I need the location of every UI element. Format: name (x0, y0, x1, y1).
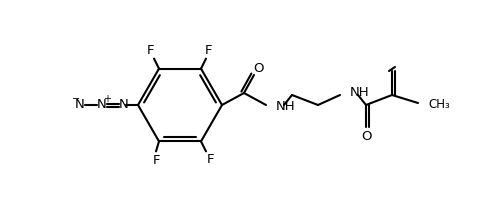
Text: N: N (119, 98, 129, 112)
Text: NH: NH (276, 101, 296, 113)
Text: N: N (75, 98, 85, 112)
Text: O: O (361, 130, 371, 143)
Text: F: F (146, 44, 154, 57)
Text: −: − (72, 94, 80, 104)
Text: CH₃: CH₃ (428, 98, 450, 112)
Text: NH: NH (350, 87, 370, 100)
Text: +: + (103, 94, 111, 104)
Text: F: F (206, 153, 214, 166)
Text: O: O (253, 62, 263, 75)
Text: F: F (152, 154, 160, 167)
Text: N: N (97, 98, 107, 112)
Text: F: F (204, 44, 212, 57)
